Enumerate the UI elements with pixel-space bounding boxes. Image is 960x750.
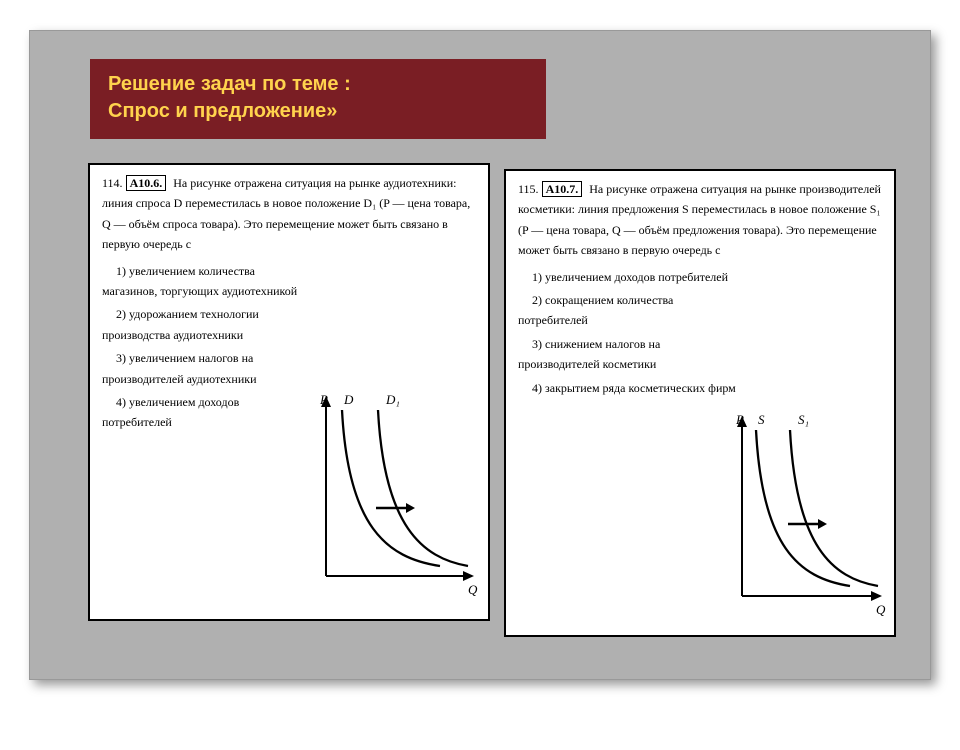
problem-card-right: 115. A10.7. На рисунке отражена ситуация… [504, 169, 896, 637]
svg-text:Q: Q [468, 582, 478, 597]
svg-text:P: P [735, 412, 744, 427]
svg-text:S: S [758, 412, 765, 427]
left-opt4: 4) увеличением доходов потребителей [102, 392, 309, 433]
right-opt4: 4) закрытием ряда косметических фирм [518, 378, 738, 398]
left-opt1: 1) увеличением количества магазинов, тор… [102, 261, 309, 302]
svg-text:S₁: S₁ [798, 412, 809, 427]
left-code: A10.6. [126, 175, 167, 191]
right-opt3: 3) снижением налогов на производителей к… [518, 334, 738, 375]
svg-text:D: D [343, 392, 354, 407]
right-chart: S S₁ P Q [726, 406, 886, 621]
right-opt2: 2) сокращением количества потребителей [518, 290, 738, 331]
svg-text:P: P [319, 392, 328, 407]
problem-right-text: 115. A10.7. На рисунке отражена ситуация… [506, 171, 894, 407]
title-line1: Решение задач по теме : [108, 71, 528, 98]
title-box: Решение задач по теме : Спрос и предложе… [90, 59, 546, 139]
left-opt2: 2) удорожанием технологии производства а… [102, 304, 309, 345]
left-options: 1) увеличением количества магазинов, тор… [102, 261, 309, 433]
right-code: A10.7. [542, 181, 583, 197]
right-num: 115. [518, 182, 539, 196]
left-num: 114. [102, 176, 123, 190]
cards-area: 114. A10.6. На рисунке отражена ситуация… [88, 163, 890, 645]
svg-text:D₁: D₁ [385, 392, 400, 407]
slide: Решение задач по теме : Спрос и предложе… [29, 30, 931, 680]
left-chart-svg: D D₁ P Q [308, 386, 478, 601]
left-opt3: 3) увеличением налогов на производителей… [102, 348, 309, 389]
right-options: 1) увеличением доходов потребителей 2) с… [518, 267, 738, 398]
right-opt1: 1) увеличением доходов потребителей [518, 267, 738, 287]
title-line2: Спрос и предложение» [108, 98, 528, 125]
svg-text:Q: Q [876, 602, 886, 617]
problem-card-left: 114. A10.6. На рисунке отражена ситуация… [88, 163, 490, 621]
right-chart-svg: S S₁ P Q [726, 406, 886, 621]
left-chart: D D₁ P Q [308, 386, 478, 601]
